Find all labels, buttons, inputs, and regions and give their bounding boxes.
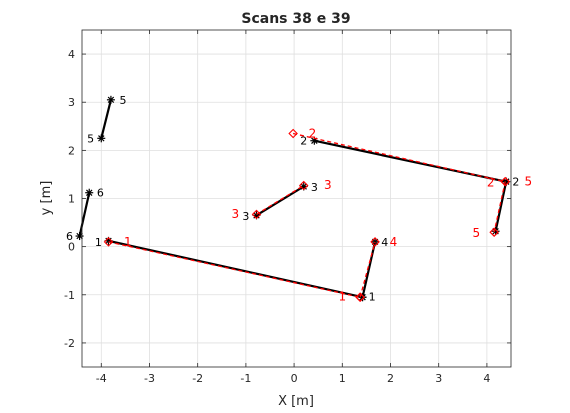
x-tick-label: -3 [144,372,155,385]
segment-line [100,99,112,139]
asterisk-stroke [98,135,105,142]
segment-line [78,192,91,237]
point-label: 2 [300,135,307,148]
diamond-marker [103,237,114,247]
asterisk-stroke [107,96,115,104]
y-tick-label: -1 [64,289,75,302]
x-tick-label: -1 [240,372,251,385]
point-label: 1 [124,235,132,249]
segment-line [292,132,506,183]
y-axis-label: y [m] [39,181,54,216]
point-label: 3 [242,210,249,223]
y-tick-label: -2 [64,337,75,350]
point-label: 5 [87,132,94,145]
point-label: 4 [390,235,398,249]
x-tick-label: 4 [483,372,490,385]
data-layer [75,95,511,302]
point-label: 5 [525,175,533,189]
x-tick-label: 2 [387,372,394,385]
segment-line [493,181,506,233]
y-tick-label: 2 [68,144,75,157]
segment-line [361,241,377,298]
series-scan39 [103,128,510,302]
y-tick-label: 1 [68,193,75,206]
diamond-marker [251,209,262,220]
asterisk-stroke [492,228,499,235]
x-axis-label: X [m] [278,394,314,409]
diamond-marker [288,128,298,139]
asterisk-stroke [359,293,366,301]
segment-line [359,241,376,298]
x-tick-label: 0 [291,372,298,385]
point-label: 6 [97,187,104,200]
asterisk-marker [97,134,106,143]
point-label: 3 [311,181,318,194]
ticks: -4 -3 -2 -1 0 1 2 3 4 -2 -1 0 1 2 3 4 [64,30,511,385]
asterisk-stroke [76,232,83,240]
point-label: 5 [472,226,480,240]
x-tick-label: 3 [435,372,442,385]
diamond-marker [298,180,309,191]
asterisk-marker [85,188,94,197]
point-label: 4 [381,236,388,249]
segment-line [256,184,305,215]
point-label: 1 [369,291,376,304]
point-label: 3 [231,207,239,221]
diamond-marker [370,237,380,247]
asterisk-marker [358,293,367,302]
chart-title: Scans 38 e 39 [241,11,350,27]
y-tick-label: 3 [68,96,75,109]
asterisk-stroke [86,189,93,196]
diamond-marker [500,176,510,187]
point-label: 1 [338,290,346,304]
segment-line [108,241,361,298]
segment-line [108,239,363,299]
y-tick-label: 4 [68,48,75,61]
x-tick-label: -4 [96,372,107,385]
x-tick-label: 1 [339,372,346,385]
point-label: 2 [487,176,495,190]
point-label: 2 [512,176,519,189]
grid [82,30,511,367]
point-label: 6 [66,230,73,243]
point-label: 1 [95,236,102,249]
diamond-marker [355,292,365,302]
asterisk-marker [106,95,115,104]
point-label: 5 [119,94,126,107]
point-label: 2 [309,127,317,141]
segment-line [494,181,508,232]
diamond-marker [489,227,499,237]
point-label: 3 [324,178,332,192]
x-tick-label: -2 [192,372,203,385]
segment-line [255,185,305,217]
y-tick-label: 0 [68,241,75,254]
